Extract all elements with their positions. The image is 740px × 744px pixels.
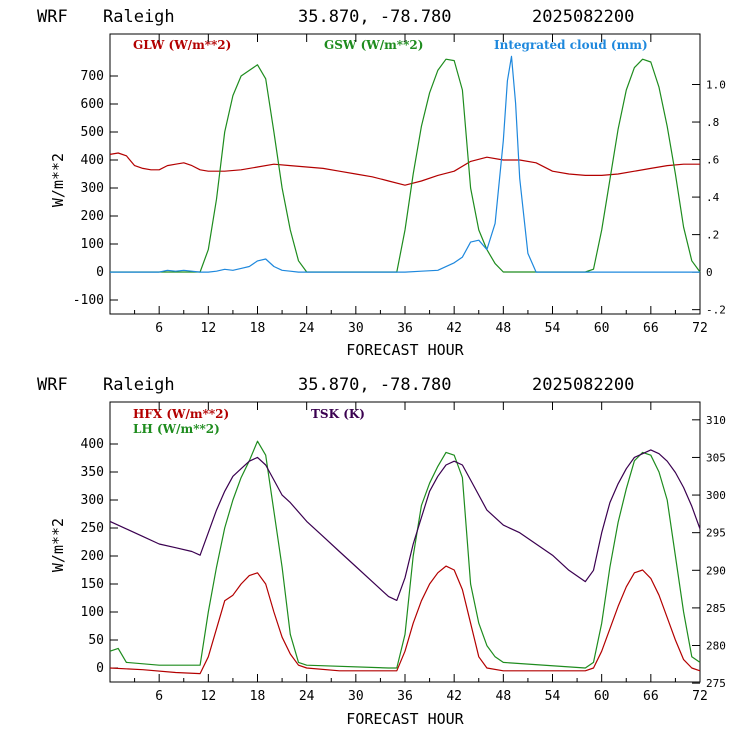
top-ylabel: W/m**2	[49, 153, 67, 207]
top-xtick-label: 66	[643, 321, 659, 336]
top-series-integrated-line	[110, 55, 700, 273]
bottom-xtick-label: 54	[545, 689, 561, 704]
top-xtick-label: 54	[545, 321, 561, 336]
top-y2tick-label: .2	[706, 229, 719, 242]
top-title-model: WRF	[37, 7, 68, 27]
top-ytick-label: 100	[81, 237, 104, 252]
top-y2tick-label: .6	[706, 154, 719, 167]
bottom-xtick-label: 12	[201, 689, 217, 704]
top-series-gsw-line	[110, 58, 701, 273]
top-xtick-label: 30	[348, 321, 364, 336]
bottom-ytick-label: 300	[81, 493, 104, 508]
top-y2tick-label: .4	[706, 191, 720, 204]
bottom-y2tick-label: 310	[706, 414, 726, 427]
plot-layer: 6 12 18 24 30 36 42 48 54 60 66 72-1000100200300400…	[73, 33, 726, 704]
bottom-xtick-label: 42	[446, 689, 462, 704]
top-xtick-label: 18	[250, 321, 266, 336]
bottom-series-lh-line	[109, 440, 701, 669]
bottom-y2tick-label: 305	[706, 451, 726, 464]
bottom-xtick-label: 6	[155, 689, 163, 704]
top-ytick-label: -100	[73, 293, 104, 308]
top-ytick-label: 600	[81, 97, 104, 112]
bottom-ytick-label: 50	[88, 633, 104, 648]
top-y2tick-label: -.2	[706, 304, 726, 317]
bottom-xtick-label: 30	[348, 689, 364, 704]
bottom-xtick-label: 36	[397, 689, 413, 704]
top-xtick-label: 6	[155, 321, 163, 336]
top-ytick-label: 300	[81, 181, 104, 196]
bottom-xtick-label: 24	[299, 689, 315, 704]
bottom-series-tsk-line	[109, 449, 701, 601]
bottom-y2tick-label: 290	[706, 564, 726, 577]
top-ytick-label: 0	[96, 265, 104, 280]
top-xtick-label: 24	[299, 321, 315, 336]
bottom-ytick-label: 400	[81, 437, 104, 452]
top-xlabel: FORECAST HOUR	[346, 341, 464, 359]
top-chart: 6 12 18 24 30 36 42 48 54 60 66 72 -100 0 100 200 300 400…	[73, 33, 726, 336]
top-title-coords: 35.870, -78.780	[298, 7, 452, 27]
top-xtick-label: 42	[446, 321, 462, 336]
bottom-ylabel: W/m**2	[49, 518, 67, 572]
top-ytick-label: 700	[81, 69, 104, 84]
top-title-init: 2025082200	[532, 7, 634, 27]
top-xtick-label: 36	[397, 321, 413, 336]
bottom-legend-tsk: TSK (K)	[311, 407, 365, 421]
top-ytick-label: 500	[81, 125, 104, 140]
bottom-y2tick-label: 300	[706, 489, 726, 502]
top-y2tick-label: 1.0	[706, 79, 726, 92]
bottom-ytick-label: 250	[81, 521, 104, 536]
bottom-title-coords: 35.870, -78.780	[298, 375, 452, 395]
bottom-xtick-label: 72	[692, 689, 708, 704]
bottom-y2tick-label: 280	[706, 640, 726, 653]
bottom-title-model: WRF	[37, 375, 68, 395]
top-ytick-label: 200	[81, 209, 104, 224]
bottom-xtick-label: 60	[594, 689, 610, 704]
bottom-xtick-label: 66	[643, 689, 659, 704]
bottom-y2tick-label: 295	[706, 527, 726, 540]
bottom-chart: 6 12 18 24 30 36 42 48 54 60 66 72 0 50 100 150 200 250 30…	[81, 401, 726, 704]
top-legend-glw: GLW (W/m**2)	[133, 38, 231, 52]
top-legend-cloud: Integrated cloud (mm)	[494, 38, 648, 52]
bottom-xtick-label: 48	[496, 689, 512, 704]
top-title-station: Raleigh	[103, 7, 175, 27]
top-xtick-label: 48	[496, 321, 512, 336]
top-series-glw-line	[109, 152, 700, 186]
bottom-legend-lh: LH (W/m**2)	[133, 422, 220, 436]
bottom-legend-hfx: HFX (W/m**2)	[133, 407, 229, 421]
top-xtick-label: 60	[594, 321, 610, 336]
top-y2tick-label: .8	[706, 116, 719, 129]
bottom-y2tick-label: 275	[706, 677, 726, 690]
bottom-xtick-label: 18	[250, 689, 266, 704]
top-xtick-label: 12	[201, 321, 217, 336]
bottom-ytick-label: 200	[81, 549, 104, 564]
bottom-title-station: Raleigh	[103, 375, 175, 395]
top-ytick-label: 400	[81, 153, 104, 168]
bottom-ytick-label: 350	[81, 465, 104, 480]
top-xtick-label: 72	[692, 321, 708, 336]
bottom-title-init: 2025082200	[532, 375, 634, 395]
bottom-ytick-label: 0	[96, 661, 104, 676]
bottom-xlabel: FORECAST HOUR	[346, 710, 464, 728]
bottom-series-hfx-line	[109, 565, 701, 675]
top-y2tick-label: 0	[706, 266, 713, 279]
bottom-ytick-label: 150	[81, 577, 104, 592]
bottom-ytick-label: 100	[81, 605, 104, 620]
bottom-plot-frame	[109, 401, 701, 683]
top-legend-gsw: GSW (W/m**2)	[324, 38, 423, 52]
bottom-y2tick-label: 285	[706, 602, 726, 615]
